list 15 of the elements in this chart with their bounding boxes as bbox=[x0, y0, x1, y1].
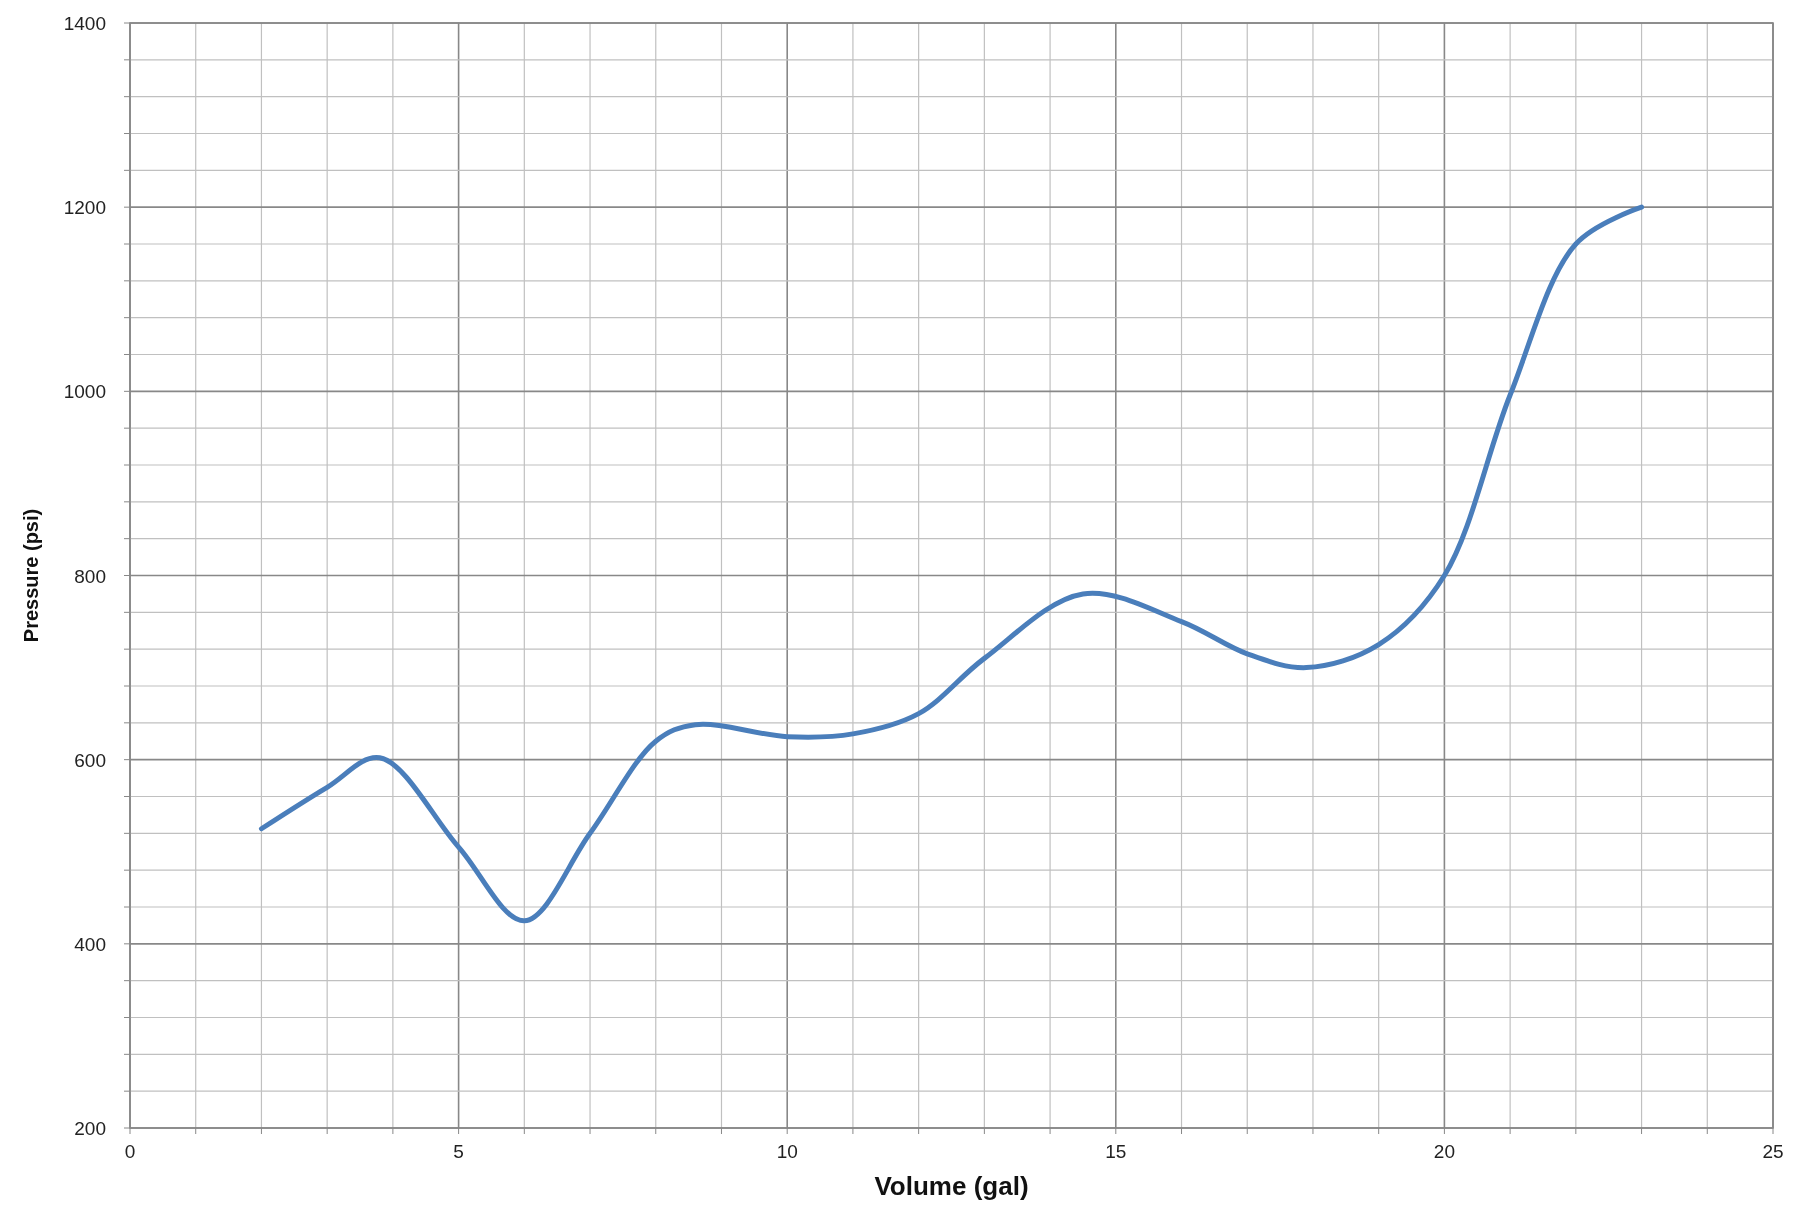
y-tick-label: 800 bbox=[74, 565, 106, 587]
y-tick-label: 400 bbox=[74, 933, 106, 955]
x-tick-label: 25 bbox=[1762, 1141, 1784, 1162]
y-tick-label: 600 bbox=[74, 749, 106, 771]
x-tick-label: 5 bbox=[453, 1141, 464, 1162]
x-tick-label: 15 bbox=[1105, 1141, 1127, 1162]
x-tick-label: 20 bbox=[1433, 1141, 1455, 1162]
x-tick-label: 0 bbox=[124, 1141, 136, 1162]
y-tick-label: 200 bbox=[74, 1118, 106, 1139]
y-tick-label: 1400 bbox=[63, 13, 106, 34]
y-tick-label: 1200 bbox=[63, 197, 106, 219]
x-axis-title: Volume (gal) bbox=[874, 1171, 1029, 1201]
y-tick-label: 1000 bbox=[63, 381, 106, 403]
x-tick-label: 10 bbox=[776, 1141, 798, 1162]
y-axis-title: Pressure (psi) bbox=[20, 508, 42, 643]
